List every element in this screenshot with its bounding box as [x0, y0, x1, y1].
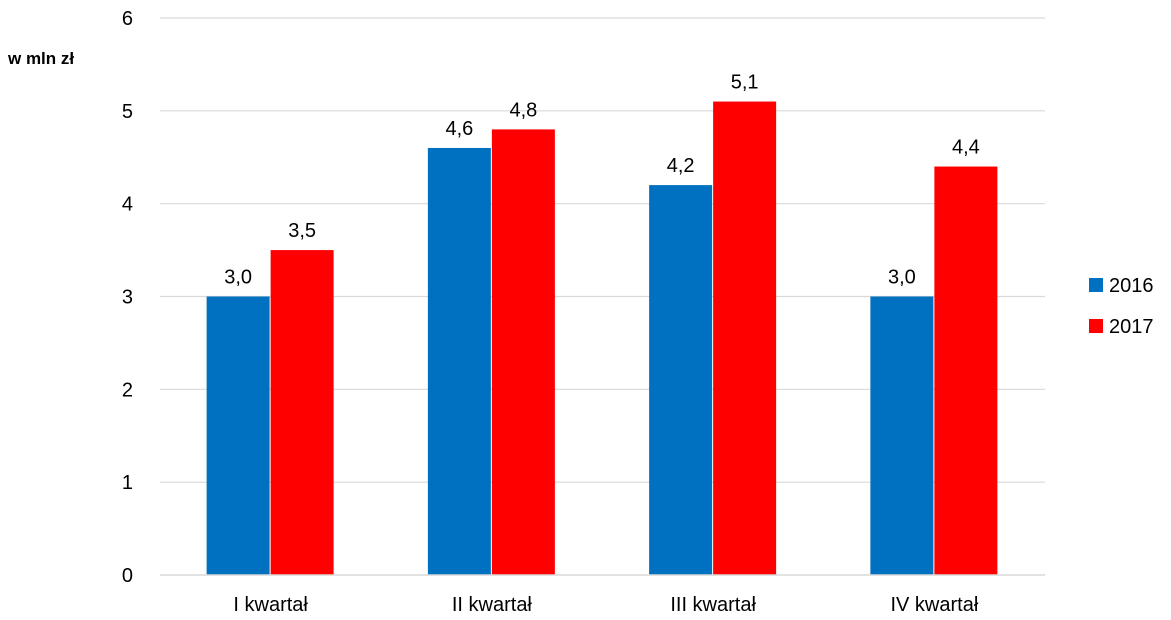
data-label-2016-1: 3,0 — [224, 267, 252, 289]
data-label-2016-2: 4,6 — [445, 118, 473, 140]
data-label-2017-3: 5,1 — [731, 72, 759, 94]
bar-2016-2 — [427, 147, 491, 575]
bar-2017-1 — [270, 250, 334, 576]
x-category-label: I kwartał — [233, 594, 308, 616]
legend-label-2017: 2017 — [1109, 316, 1154, 338]
data-label-2017-1: 3,5 — [288, 220, 316, 242]
y-tick-label: 2 — [122, 379, 133, 401]
legend-swatch-2016 — [1089, 278, 1103, 292]
x-axis-categories: I kwartał II kwartał III kwartał IV kwartał — [233, 594, 978, 616]
x-category-label: III kwartał — [670, 594, 756, 616]
bars — [206, 101, 998, 576]
data-label-2017-4: 4,4 — [952, 137, 980, 159]
legend-label-2016: 2016 — [1109, 275, 1154, 297]
bar-2016-4 — [870, 296, 934, 575]
y-tick-label: 5 — [122, 101, 133, 123]
bar-2017-2 — [491, 129, 555, 575]
legend-swatch-2017 — [1089, 319, 1103, 333]
bar-2016-1 — [206, 296, 270, 575]
bar-2016-3 — [649, 185, 713, 575]
y-tick-label: 1 — [122, 472, 133, 494]
y-axis-unit-label: w mln zł — [7, 49, 74, 68]
y-tick-label: 4 — [122, 194, 133, 216]
data-label-2017-2: 4,8 — [509, 99, 537, 121]
y-tick-label: 6 — [122, 8, 133, 30]
data-label-2016-3: 4,2 — [667, 155, 695, 177]
data-label-2016-4: 3,0 — [888, 267, 916, 289]
y-axis-ticks: 0 1 2 3 4 5 6 — [122, 8, 133, 587]
legend: 2016 2017 — [1089, 275, 1154, 338]
x-category-label: IV kwartał — [890, 594, 978, 616]
data-labels: 3,0 3,5 4,6 4,8 4,2 5,1 3,0 4,4 — [224, 72, 980, 289]
bar-2017-4 — [934, 166, 998, 576]
y-tick-label: 0 — [122, 565, 133, 587]
x-category-label: II kwartał — [452, 594, 533, 616]
y-tick-label: 3 — [122, 287, 133, 309]
bar-2017-3 — [713, 101, 777, 576]
